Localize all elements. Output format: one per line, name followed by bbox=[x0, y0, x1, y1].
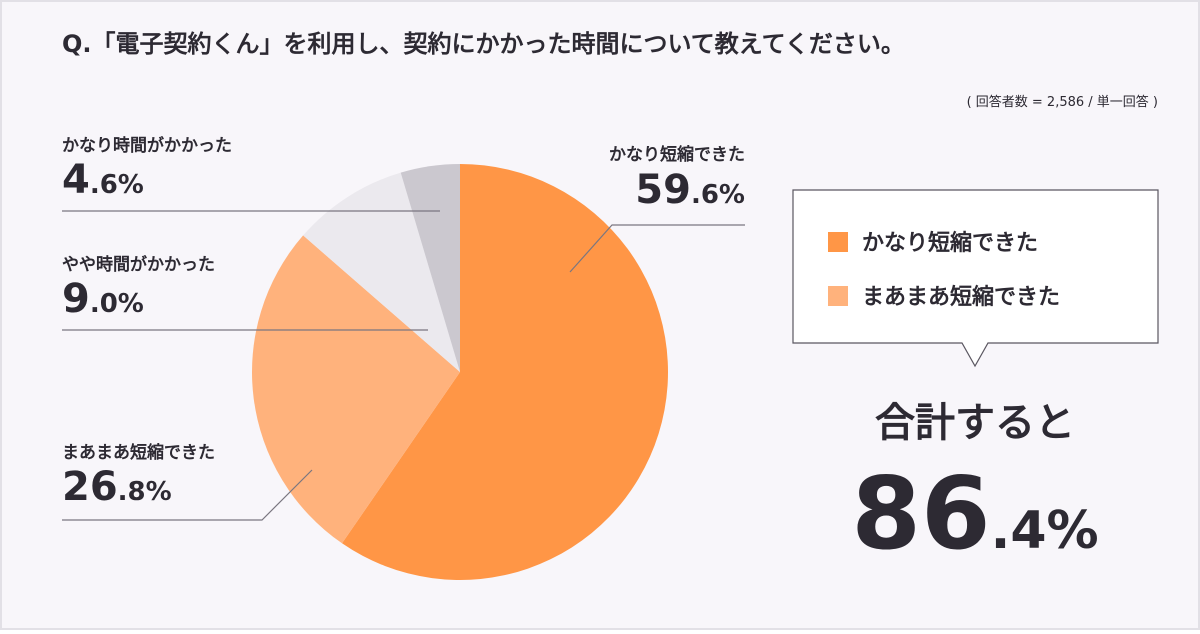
leader-line bbox=[569, 224, 745, 273]
pie-slice bbox=[342, 164, 668, 580]
legend-label: かなり短縮できた bbox=[862, 230, 1038, 256]
slice-name: かなり時間がかかった bbox=[62, 135, 232, 156]
data-label: 9.0% bbox=[62, 276, 144, 322]
summary-text: 合計すると bbox=[875, 400, 1075, 446]
pie-slice bbox=[252, 235, 460, 544]
chart-title: Q.「電子契約くん」を利用し、契約にかかった時間について教えてください。 bbox=[62, 30, 905, 58]
data-label: 59.6% bbox=[635, 167, 745, 213]
slice-name: まあまあ短縮できた bbox=[62, 442, 215, 463]
leader-line bbox=[62, 469, 313, 521]
summary-value: 86.4% bbox=[851, 455, 1098, 572]
slice-name: かなり短縮できた bbox=[609, 144, 745, 165]
pie-slice bbox=[303, 172, 460, 372]
data-label: 26.8% bbox=[62, 464, 172, 510]
legend-swatch bbox=[828, 286, 848, 306]
legend-label: まあまあ短縮できた bbox=[862, 284, 1060, 310]
data-label: 4.6% bbox=[62, 157, 144, 203]
legend-swatch bbox=[828, 232, 848, 252]
pie-slice bbox=[400, 164, 460, 372]
chart-subtitle: ( 回答者数 = 2,586 / 単一回答 ) bbox=[967, 94, 1158, 110]
slice-name: やや時間がかかった bbox=[62, 254, 215, 275]
callout-box bbox=[792, 189, 1159, 368]
